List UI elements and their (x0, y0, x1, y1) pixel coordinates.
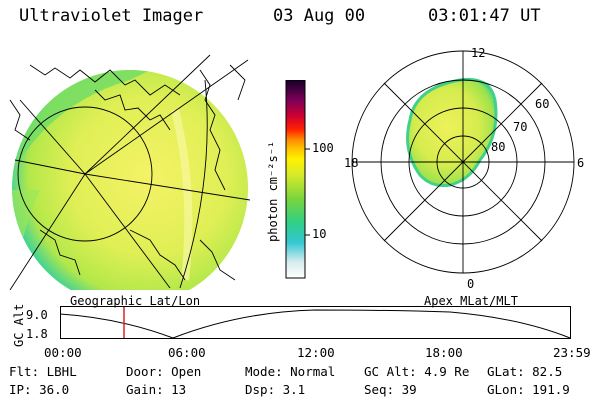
mlt-label-18: 18 (344, 156, 359, 170)
altitude-curve (60, 309, 571, 339)
polar-caption: Apex MLat/MLT (424, 294, 518, 308)
altplot-y-bottom: 1.8 (26, 327, 48, 341)
colorbar-unit-label: photon cm⁻²s⁻¹ (266, 140, 280, 242)
mlt-label-12: 12 (471, 46, 486, 60)
mlat-label-60: 60 (535, 97, 550, 111)
altplot-ylabel: GC Alt (12, 303, 26, 347)
glon-status: GLon: 191.9 (487, 382, 570, 397)
image-time: 03:01:47 UT (428, 6, 541, 26)
latlon-grid (9, 54, 250, 290)
mlt-label-0: 0 (467, 277, 475, 291)
image-date: 03 Aug 00 (273, 6, 366, 26)
seq-status: Seq: 39 (364, 382, 417, 397)
colorbar-label-100: 100 (312, 141, 334, 155)
polar-grid (351, 50, 575, 274)
altitude-plot (60, 306, 571, 339)
altplot-y-top: 9.0 (26, 308, 48, 322)
color-scale-bar (285, 80, 310, 279)
mlat-label-70: 70 (513, 120, 528, 134)
altplot-x-tick-1: 06:00 (168, 345, 206, 360)
altplot-x-tick-0: 00:00 (44, 345, 82, 360)
altplot-x-tick-2: 12:00 (297, 345, 335, 360)
gc-alt-status: GC Alt: 4.9 Re (364, 364, 470, 379)
door-status: Door: Open (126, 364, 202, 379)
mlt-label-6: 6 (577, 156, 585, 170)
glat-status: GLat: 82.5 (487, 364, 563, 379)
aurora-oval (406, 77, 498, 187)
altplot-x-tick-3: 18:00 (425, 345, 463, 360)
filter-status: Flt: LBHL (9, 364, 77, 379)
globe-image (9, 54, 250, 290)
altplot-x-tick-4: 23:59 (553, 345, 591, 360)
gain-status: Gain: 13 (126, 382, 187, 397)
colorbar-label-10: 10 (312, 227, 327, 241)
globe-disk (12, 70, 248, 290)
ip-status: IP: 36.0 (9, 382, 70, 397)
mlat-label-80: 80 (491, 140, 506, 154)
polar-mlt-plot (351, 50, 575, 274)
altplot-frame (60, 306, 571, 339)
dsp-status: Dsp: 3.1 (245, 382, 306, 397)
instrument-title: Ultraviolet Imager (19, 6, 204, 26)
globe-caption: Geographic Lat/Lon (70, 294, 201, 308)
mode-status: Mode: Normal (245, 364, 336, 379)
